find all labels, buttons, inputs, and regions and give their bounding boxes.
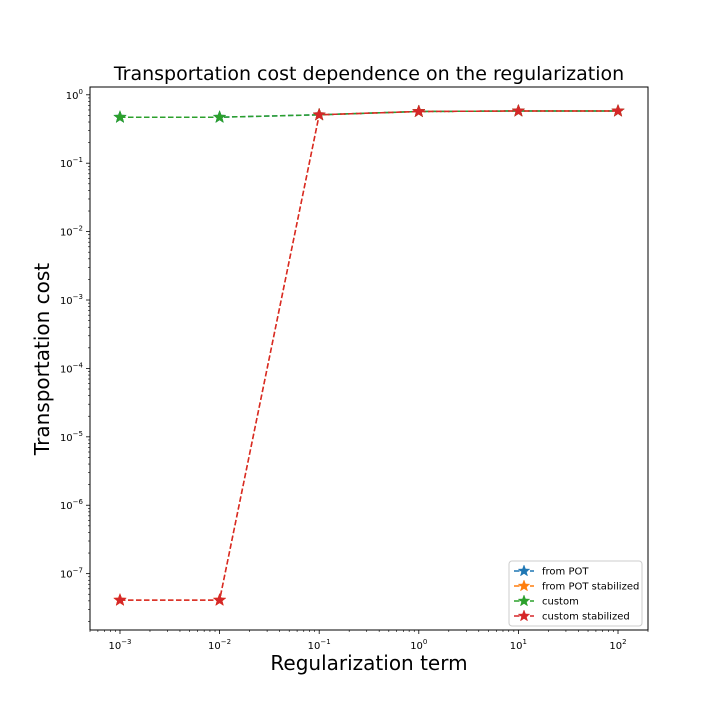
y-tick-label-exponent: −6 (73, 498, 84, 506)
y-tick-label-base: 10 (60, 570, 73, 581)
x-tick-label-base: 10 (510, 641, 523, 652)
x-tick-label-exponent: −2 (221, 638, 231, 646)
data-point (212, 110, 227, 124)
y-tick-label-base: 10 (60, 228, 73, 239)
x-tick-label-exponent: 1 (523, 638, 527, 646)
y-tick-label-base: 10 (60, 159, 73, 170)
x-axis: 10−3 10−2 10−1 100 101 102 (89, 630, 649, 652)
y-tick-label-exponent: −2 (73, 225, 83, 233)
y-tick-label-exponent: −5 (73, 430, 83, 438)
y-tick-label: 10−6 (60, 498, 84, 512)
x-tick-label: 10−1 (308, 638, 331, 652)
legend-item: custom stabilized (514, 609, 630, 623)
x-tick-label-base: 10 (609, 641, 622, 652)
x-tick-label-base: 10 (410, 641, 423, 652)
legend-marker (517, 579, 531, 592)
y-tick-label-base: 10 (60, 296, 73, 307)
legend-label: from POT stabilized (542, 582, 639, 593)
y-tick-label-exponent: −4 (73, 361, 84, 369)
x-tick-label-exponent: −3 (121, 638, 131, 646)
x-tick-label: 10−2 (208, 638, 231, 652)
y-tick-label: 10−7 (60, 567, 83, 581)
x-axis-label: Regularization term (270, 651, 467, 675)
legend-label: custom (542, 597, 579, 608)
y-tick-label: 10−2 (60, 225, 83, 239)
data-point (312, 107, 327, 121)
x-tick-label: 100 (410, 638, 427, 652)
legend-marker (517, 564, 531, 577)
y-tick-label-base: 10 (60, 433, 73, 444)
y-tick-label: 10−1 (60, 156, 83, 170)
x-tick-label-base: 10 (208, 641, 221, 652)
series-layer (113, 103, 625, 606)
data-point (411, 104, 426, 118)
x-tick-label-exponent: −1 (320, 638, 330, 646)
y-axis-label: Transportation cost (30, 263, 54, 456)
y-tick-label: 100 (66, 88, 83, 102)
legend-label: from POT (542, 567, 589, 578)
y-tick-label-exponent: −7 (73, 567, 83, 575)
y-tick-label: 10−4 (60, 361, 84, 375)
y-tick-label-exponent: −3 (73, 293, 83, 301)
x-tick-label-exponent: 0 (423, 638, 427, 646)
y-tick-label-exponent: −1 (73, 156, 83, 164)
y-tick-label: 10−5 (60, 430, 83, 444)
legend-marker (517, 594, 531, 607)
legend-box (508, 560, 643, 627)
legend-item: custom (514, 594, 579, 608)
x-tick-label-base: 10 (108, 641, 121, 652)
data-point (611, 103, 625, 117)
data-point (212, 592, 227, 606)
y-tick-label-base: 10 (60, 501, 73, 512)
y-tick-label: 10−3 (60, 293, 83, 307)
plot-area (89, 86, 649, 631)
x-tick-label: 102 (609, 638, 626, 652)
legend-item: from POT stabilized (514, 579, 639, 593)
series-custom-stabilized (113, 103, 625, 606)
x-tick-label-exponent: 2 (622, 638, 626, 646)
series-line (119, 110, 619, 601)
y-tick-label-exponent: 0 (79, 88, 83, 96)
data-point (113, 110, 127, 124)
data-point (113, 592, 127, 606)
legend-marker (517, 609, 531, 622)
legend-item: from POT (514, 564, 589, 578)
x-tick-label: 101 (510, 638, 527, 652)
y-tick-label-base: 10 (60, 364, 73, 375)
x-tick-label: 10−3 (108, 638, 131, 652)
x-tick-label-base: 10 (308, 641, 321, 652)
legend-label: custom stabilized (542, 612, 630, 623)
legend: from POT from POT stabilized custom custom … (508, 560, 643, 627)
y-tick-label-base: 10 (66, 91, 79, 102)
data-point (511, 103, 526, 117)
chart-title: Transportation cost dependence on the re… (113, 63, 624, 85)
